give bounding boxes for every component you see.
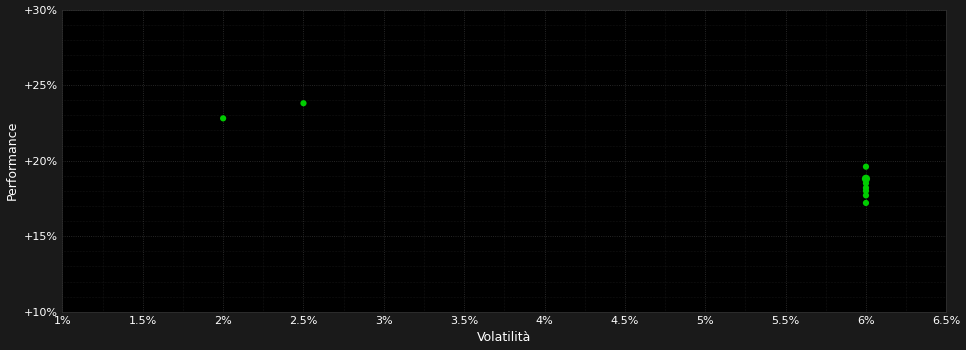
Point [858, 200, 873, 206]
Point [858, 185, 873, 191]
Point [858, 188, 873, 194]
Point [858, 181, 873, 186]
Point [858, 176, 873, 182]
X-axis label: Volatilità: Volatilità [477, 331, 531, 344]
Point [858, 164, 873, 169]
Point [858, 193, 873, 198]
Y-axis label: Performance: Performance [6, 121, 18, 200]
Point [215, 116, 231, 121]
Point [296, 100, 311, 106]
